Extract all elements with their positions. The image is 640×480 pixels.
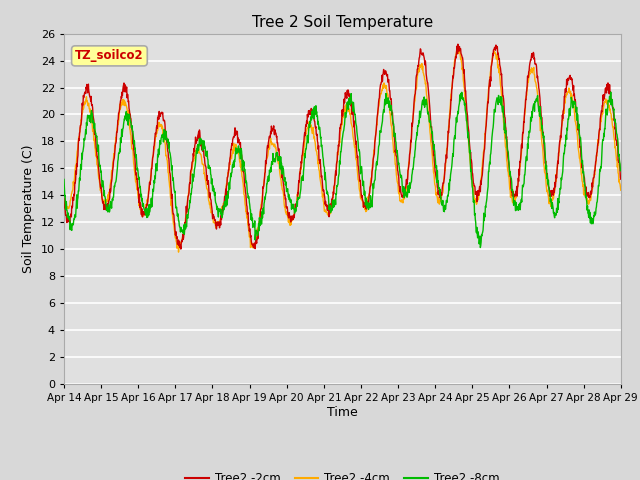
Tree2 -2cm bbox=[429, 147, 437, 153]
Tree2 -2cm bbox=[246, 234, 254, 240]
Tree2 -2cm bbox=[552, 184, 559, 190]
Tree2 -4cm bbox=[170, 227, 178, 232]
X-axis label: Time: Time bbox=[327, 406, 358, 419]
Tree2 -8cm bbox=[502, 128, 509, 133]
Tree2 -4cm bbox=[60, 200, 68, 206]
Line: Tree2 -4cm: Tree2 -4cm bbox=[64, 48, 621, 252]
Tree2 -8cm bbox=[60, 177, 68, 182]
Tree2 -2cm bbox=[502, 135, 510, 141]
Tree2 -4cm bbox=[552, 181, 559, 187]
Title: Tree 2 Soil Temperature: Tree 2 Soil Temperature bbox=[252, 15, 433, 30]
Tree2 -8cm bbox=[607, 89, 614, 95]
Line: Tree2 -8cm: Tree2 -8cm bbox=[64, 92, 621, 248]
Tree2 -2cm bbox=[170, 218, 178, 224]
Line: Tree2 -2cm: Tree2 -2cm bbox=[64, 44, 621, 249]
Tree2 -8cm bbox=[617, 167, 625, 173]
Tree2 -2cm bbox=[184, 193, 192, 199]
Tree2 -4cm bbox=[429, 163, 437, 169]
Tree2 -8cm bbox=[246, 206, 254, 212]
Tree2 -8cm bbox=[170, 188, 178, 193]
Tree2 -4cm bbox=[502, 149, 510, 155]
Tree2 -8cm bbox=[429, 139, 436, 144]
Tree2 -8cm bbox=[551, 211, 559, 216]
Tree2 -4cm bbox=[184, 192, 192, 198]
Tree2 -4cm bbox=[175, 249, 182, 255]
Tree2 -2cm bbox=[617, 176, 625, 182]
Tree2 -2cm bbox=[177, 246, 185, 252]
Tree2 -4cm bbox=[617, 187, 625, 193]
Tree2 -8cm bbox=[184, 216, 191, 221]
Tree2 -2cm bbox=[454, 41, 461, 47]
Text: TZ_soilco2: TZ_soilco2 bbox=[75, 49, 144, 62]
Tree2 -4cm bbox=[246, 245, 254, 251]
Y-axis label: Soil Temperature (C): Soil Temperature (C) bbox=[22, 144, 35, 273]
Tree2 -4cm bbox=[456, 46, 463, 51]
Tree2 -2cm bbox=[60, 195, 68, 201]
Legend: Tree2 -2cm, Tree2 -4cm, Tree2 -8cm: Tree2 -2cm, Tree2 -4cm, Tree2 -8cm bbox=[180, 467, 504, 480]
Tree2 -8cm bbox=[477, 245, 484, 251]
